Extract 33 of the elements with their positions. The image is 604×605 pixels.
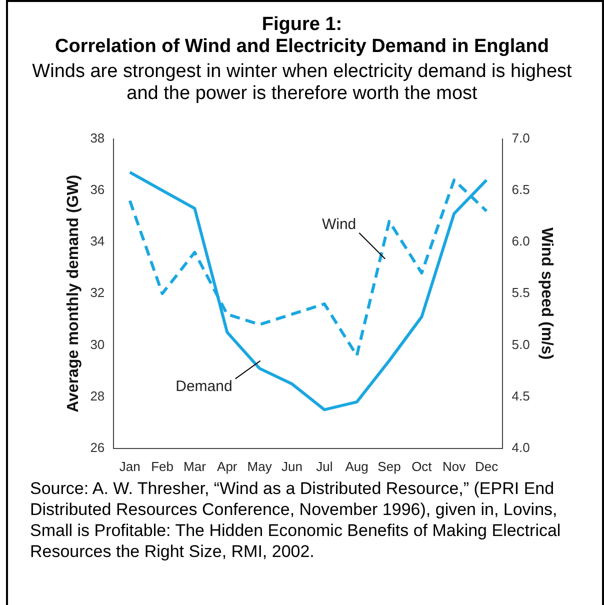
y-axis-title: Average monthly demand (GW) bbox=[65, 174, 82, 412]
y-tick-label: 26 bbox=[90, 440, 105, 455]
y2-tick-label: 6.5 bbox=[512, 182, 530, 197]
source-note: Source: A. W. Thresher, “Wind as a Distributed Resource,” (EPRI End Distributed Resources Conference, November 1996), given in, Lovins, Small is Profitable: The Hidden Economic Benefits of Making Electrical Resources the Right Size, RMI, 2002. bbox=[30, 478, 562, 562]
x-tick-label: Oct bbox=[412, 458, 432, 474]
x-tick-label: Dec bbox=[474, 458, 499, 474]
y2-tick-label: 5.0 bbox=[512, 336, 530, 352]
y2-tick-label: 6.0 bbox=[512, 234, 530, 249]
y2-tick-label: 5.5 bbox=[512, 285, 530, 300]
chart-title: Figure 1: Correlation of Wind and Electricity Demand in England bbox=[54, 14, 550, 58]
y2-tick-label: 7.0 bbox=[512, 130, 530, 146]
y-tick-label: 32 bbox=[90, 285, 105, 300]
series-label: Demand bbox=[176, 378, 232, 395]
x-tick-label: Feb bbox=[151, 458, 174, 474]
y-tick-label: 34 bbox=[90, 234, 105, 249]
x-tick-label: Jan bbox=[119, 458, 140, 474]
x-tick-label: Aug bbox=[345, 458, 368, 474]
series-label: Wind bbox=[322, 216, 356, 234]
x-tick-label: Jul bbox=[316, 458, 333, 474]
x-tick-label: Nov bbox=[442, 458, 466, 474]
y2-tick-label: 4.5 bbox=[512, 388, 530, 404]
x-tick-label: Mar bbox=[184, 458, 207, 474]
y-tick-label: 28 bbox=[90, 388, 105, 404]
y2-tick-label: 4.0 bbox=[512, 440, 530, 455]
y2-axis-title: Wind speed (m/s) bbox=[538, 227, 555, 360]
x-tick-label: Sep bbox=[378, 458, 401, 474]
x-tick-label: Apr bbox=[217, 458, 238, 474]
y-tick-label: 38 bbox=[90, 130, 105, 146]
x-tick-label: Jun bbox=[282, 458, 302, 474]
chart-subtitle: Winds are strongest in winter when electricity demand is highest and the power is therefore worth the most bbox=[31, 61, 573, 105]
x-tick-label: May bbox=[247, 458, 272, 474]
y-tick-label: 30 bbox=[90, 336, 105, 352]
y-tick-label: 36 bbox=[90, 182, 105, 197]
